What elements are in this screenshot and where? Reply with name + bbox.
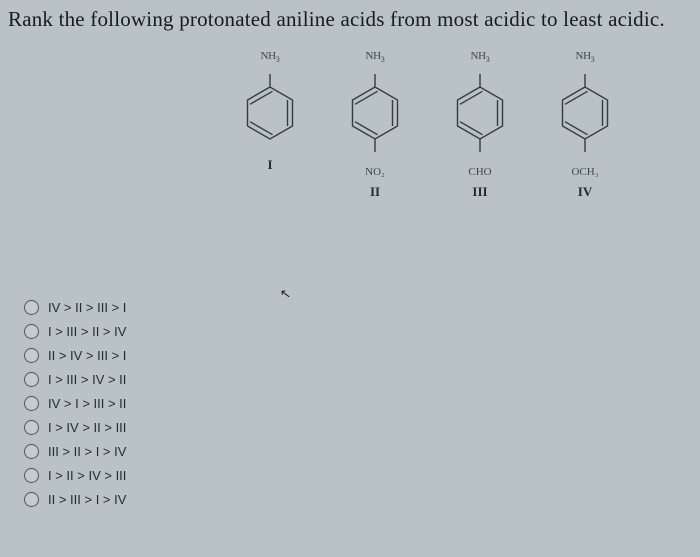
- nh3-label: NH3: [435, 50, 525, 64]
- option-8[interactable]: I > II > IV > III: [24, 468, 126, 483]
- radio-icon[interactable]: [24, 372, 39, 387]
- roman-label: II: [330, 184, 420, 200]
- nh3-label: NH3: [540, 50, 630, 64]
- roman-label: IV: [540, 184, 630, 200]
- molecule-IV: NH3 OCH₃ IV: [540, 50, 630, 200]
- option-text: IV > I > III > II: [48, 396, 126, 411]
- option-6[interactable]: I > IV > II > III: [24, 420, 126, 435]
- option-text: II > IV > III > I: [48, 348, 126, 363]
- substituent-label: OCH₃: [540, 166, 630, 178]
- radio-icon[interactable]: [24, 324, 39, 339]
- option-text: I > II > IV > III: [48, 468, 126, 483]
- option-text: IV > II > III > I: [48, 300, 126, 315]
- question-text: Rank the following protonated aniline ac…: [0, 0, 700, 36]
- molecule-I: NH3 I: [225, 50, 315, 173]
- option-7[interactable]: III > II > I > IV: [24, 444, 126, 459]
- radio-icon[interactable]: [24, 348, 39, 363]
- structures-row: NH3 I NH3 NO₂ II NH3 CHO III NH3: [0, 42, 700, 257]
- radio-icon[interactable]: [24, 492, 39, 507]
- nh3-label: NH3: [330, 50, 420, 64]
- option-text: I > IV > II > III: [48, 420, 126, 435]
- option-1[interactable]: IV > II > III > I: [24, 300, 126, 315]
- option-9[interactable]: II > III > I > IV: [24, 492, 126, 507]
- options-list: IV > II > III > I I > III > II > IV II > I…: [24, 300, 126, 516]
- radio-icon[interactable]: [24, 444, 39, 459]
- molecule-III: NH3 CHO III: [435, 50, 525, 200]
- roman-label: III: [435, 184, 525, 200]
- substituent-label: CHO: [435, 166, 525, 178]
- radio-icon[interactable]: [24, 396, 39, 411]
- radio-icon[interactable]: [24, 300, 39, 315]
- radio-icon[interactable]: [24, 468, 39, 483]
- radio-icon[interactable]: [24, 420, 39, 435]
- option-3[interactable]: II > IV > III > I: [24, 348, 126, 363]
- option-text: I > III > IV > II: [48, 372, 126, 387]
- substituent-label: NO₂: [330, 166, 420, 178]
- option-2[interactable]: I > III > II > IV: [24, 324, 126, 339]
- option-4[interactable]: I > III > IV > II: [24, 372, 126, 387]
- cursor-icon: ↖: [279, 285, 292, 302]
- molecule-II: NH3 NO₂ II: [330, 50, 420, 200]
- roman-label: I: [225, 157, 315, 173]
- option-text: II > III > I > IV: [48, 492, 126, 507]
- option-text: I > III > II > IV: [48, 324, 126, 339]
- option-5[interactable]: IV > I > III > II: [24, 396, 126, 411]
- option-text: III > II > I > IV: [48, 444, 126, 459]
- nh3-label: NH3: [225, 50, 315, 64]
